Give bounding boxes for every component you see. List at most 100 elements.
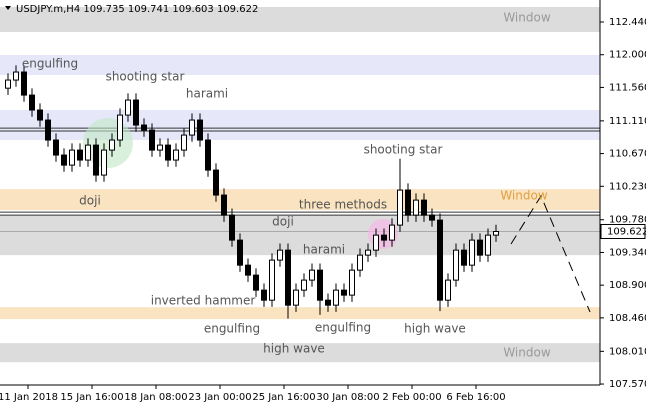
x-tick-label: 25 Jan 16:00 <box>252 392 315 403</box>
candle-body <box>245 264 251 276</box>
candle-body <box>213 169 219 196</box>
zone <box>0 189 600 211</box>
zone <box>0 6 600 33</box>
candle-body <box>405 189 411 216</box>
y-tick-label: 111.110 <box>609 116 646 127</box>
candle-body <box>389 224 395 241</box>
y-tick-label: 109.780 <box>609 215 646 226</box>
menu-icon <box>5 6 11 10</box>
candle-body <box>181 134 187 151</box>
candle-body <box>325 299 331 306</box>
annotation: Window <box>503 11 551 25</box>
candle-body <box>421 199 427 216</box>
candle-body <box>373 234 379 251</box>
candle-body <box>53 139 59 156</box>
candle-body <box>165 144 171 161</box>
candle-body <box>397 189 403 226</box>
candle-body <box>117 114 123 141</box>
candle-body <box>141 124 147 131</box>
candle-body <box>317 269 323 301</box>
x-tick-label: 18 Jan 08:00 <box>124 392 187 403</box>
candle-body <box>37 109 43 121</box>
candle-body <box>445 279 451 301</box>
candle-body <box>269 259 275 301</box>
candle-body <box>477 239 483 256</box>
candle-body <box>237 239 243 266</box>
annotation: doji <box>79 194 101 208</box>
annotation: Window <box>503 346 551 360</box>
zone <box>0 343 600 363</box>
candle-body <box>45 119 51 141</box>
annotation: high wave <box>263 342 325 356</box>
annotation: shooting star <box>364 143 443 157</box>
annotation: engulfing <box>204 322 260 336</box>
candle-body <box>229 214 235 241</box>
candle-body <box>341 289 347 296</box>
projection <box>510 194 591 313</box>
x-tick-label: 6 Feb 16:00 <box>446 392 505 403</box>
candle-body <box>381 234 387 241</box>
candle-body <box>85 144 91 161</box>
candle-body <box>133 99 139 126</box>
candle-body <box>493 230 499 236</box>
candle-body <box>29 94 35 111</box>
zone <box>0 307 600 320</box>
candle-body <box>189 119 195 136</box>
annotation: shooting star <box>106 70 185 84</box>
annotation: three methods <box>299 198 387 212</box>
x-tick-label: 15 Jan 16:00 <box>60 392 123 403</box>
y-tick-label: 111.560 <box>609 82 646 93</box>
x-tick-label: 11 Jan 2018 <box>0 392 58 403</box>
annotation: engulfing <box>22 57 78 71</box>
y-tick-label: 107.570 <box>609 379 646 390</box>
candle-body <box>365 249 371 256</box>
candle-body <box>453 249 459 281</box>
candle-body <box>357 254 363 271</box>
candle-body <box>21 71 27 96</box>
x-tick-label: 30 Jan 08:00 <box>316 392 379 403</box>
y-tick-label: 108.010 <box>609 346 646 357</box>
y-tick-label: 112.440 <box>609 17 646 28</box>
candle-body <box>293 289 299 306</box>
x-tick-label: 2 Feb 00:00 <box>382 392 441 403</box>
annotation: harami <box>186 87 228 101</box>
annotation: high wave <box>404 322 466 336</box>
y-tick-label: 109.340 <box>609 247 646 258</box>
candle-body <box>349 269 355 296</box>
candle-body <box>413 199 419 216</box>
candle-body <box>285 249 291 306</box>
zone <box>0 215 600 256</box>
candle-body <box>469 239 475 266</box>
candle-body <box>197 119 203 141</box>
candle-body <box>277 249 283 261</box>
price-label-box <box>600 223 646 239</box>
y-tick-label: 110.670 <box>609 149 646 160</box>
annotation: harami <box>303 243 345 257</box>
y-tick-label: 112.000 <box>609 50 646 61</box>
candle-body <box>109 139 115 151</box>
candle-body <box>61 154 67 166</box>
candle-body <box>485 234 491 256</box>
plot <box>5 65 499 319</box>
y-tick-label: 108.460 <box>609 313 646 324</box>
y-tick-label: 110.230 <box>609 181 646 192</box>
candle-body <box>5 79 11 89</box>
annotation: doji <box>272 215 294 229</box>
candle-body <box>173 149 179 161</box>
price-label: 109.622 <box>607 226 646 237</box>
candle-body <box>437 219 443 301</box>
candle-body <box>461 249 467 266</box>
annotation: Window <box>500 189 548 203</box>
annotation: inverted hammer <box>151 294 256 308</box>
candle-body <box>77 149 83 161</box>
candle-body <box>333 289 339 306</box>
zone <box>0 55 600 76</box>
annotation: engulfing <box>315 321 371 335</box>
candle-body <box>13 71 19 81</box>
candle-body <box>93 144 99 176</box>
candle-body <box>261 289 267 301</box>
candle-body <box>101 149 107 176</box>
candle-body <box>309 269 315 281</box>
candle-body <box>157 144 163 151</box>
